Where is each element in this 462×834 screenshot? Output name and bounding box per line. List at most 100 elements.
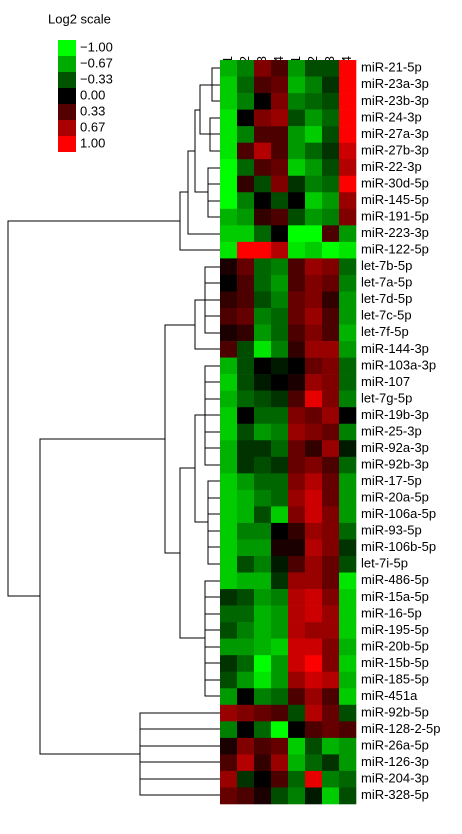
heatmap-cell xyxy=(271,671,289,689)
row-label: miR-20a-5p xyxy=(361,490,429,505)
heatmap-cell xyxy=(271,258,289,276)
row-label: miR-451a xyxy=(361,688,418,703)
heatmap-cell xyxy=(339,589,357,606)
row-label: miR-145-5p xyxy=(361,192,429,207)
row-label: let-7c-5p xyxy=(361,308,412,323)
heatmap-cell xyxy=(237,770,255,788)
row-label: let-7f-5p xyxy=(361,324,409,339)
heatmap-cell xyxy=(288,754,306,772)
heatmap-cell xyxy=(339,374,357,391)
heatmap-cell xyxy=(254,721,272,739)
heatmap-cell xyxy=(237,688,255,706)
heatmap-cell xyxy=(237,671,255,689)
heatmap-cell xyxy=(288,655,306,673)
heatmap-cell xyxy=(322,489,340,507)
heatmap-cell xyxy=(339,390,357,408)
heatmap-cell xyxy=(305,291,323,309)
heatmap-cell xyxy=(339,737,357,755)
heatmap-cell xyxy=(271,274,289,292)
heatmap-cell xyxy=(220,324,238,342)
heatmap-cell xyxy=(237,308,255,325)
heatmap-cell xyxy=(271,208,289,226)
heatmap-cell xyxy=(288,589,306,606)
row-label: miR-23b-3p xyxy=(361,93,429,108)
heatmap-cell xyxy=(237,407,255,425)
heatmap-cell xyxy=(254,655,272,673)
heatmap-cell xyxy=(322,506,340,524)
heatmap-cell xyxy=(305,341,323,358)
heatmap-cell xyxy=(339,572,357,590)
heatmap-cell xyxy=(339,787,357,805)
heatmap-cell xyxy=(305,274,323,292)
heatmap-cell xyxy=(288,208,306,226)
heatmap-cell xyxy=(322,423,340,441)
heatmap-cell xyxy=(237,357,255,375)
heatmap-cell xyxy=(339,76,357,94)
heatmap-cell xyxy=(254,787,272,805)
heatmap-cell xyxy=(288,341,306,358)
heatmap-cell xyxy=(237,605,255,623)
heatmap-cell xyxy=(271,506,289,524)
heatmap-cell xyxy=(237,589,255,606)
heatmap-cell xyxy=(271,175,289,193)
heatmap-cell xyxy=(305,754,323,772)
heatmap-cell xyxy=(322,737,340,755)
heatmap-cell xyxy=(271,126,289,143)
heatmap-cell xyxy=(220,671,238,689)
row-label: miR-106b-5p xyxy=(361,539,436,554)
heatmap-cell xyxy=(288,539,306,557)
heatmap-cell xyxy=(305,489,323,507)
heatmap-cell xyxy=(271,770,289,788)
legend-label: 0.67 xyxy=(80,119,105,134)
heatmap-cell xyxy=(339,159,357,177)
heatmap-cell xyxy=(237,126,255,143)
heatmap-cell xyxy=(288,704,306,722)
heatmap-cell xyxy=(271,572,289,590)
heatmap-cell xyxy=(339,225,357,243)
heatmap-cell xyxy=(254,572,272,590)
heatmap-cell xyxy=(237,721,255,739)
heatmap-cell xyxy=(305,622,323,639)
heatmap-cell xyxy=(339,671,357,689)
heatmap-cell xyxy=(271,556,289,573)
heatmap-cell xyxy=(305,390,323,408)
heatmap-cell xyxy=(271,109,289,127)
heatmap-cell xyxy=(271,589,289,606)
heatmap-cell xyxy=(288,324,306,342)
heatmap-cell xyxy=(339,622,357,639)
heatmap-cell xyxy=(271,539,289,557)
heatmap-cell xyxy=(339,291,357,309)
heatmap-cell xyxy=(305,208,323,226)
heatmap-cell xyxy=(339,109,357,127)
heatmap-cell xyxy=(220,754,238,772)
heatmap-cell xyxy=(288,787,306,805)
heatmap-cell xyxy=(271,241,289,259)
heatmap-cell xyxy=(220,126,238,143)
heatmap-cell xyxy=(254,109,272,127)
heatmap-cell xyxy=(271,93,289,110)
heatmap-cell xyxy=(288,142,306,160)
heatmap-cell xyxy=(271,721,289,739)
heatmap-cell xyxy=(254,770,272,788)
heatmap-cell xyxy=(254,456,272,474)
heatmap-cell xyxy=(254,390,272,408)
heatmap-cell xyxy=(220,473,238,491)
heatmap-cell xyxy=(237,274,255,292)
heatmap-cell xyxy=(305,142,323,160)
heatmap-cell xyxy=(288,357,306,375)
heatmap-cell xyxy=(237,109,255,127)
heatmap-cell xyxy=(271,704,289,722)
heatmap-cell xyxy=(271,324,289,342)
heatmap-cell xyxy=(254,407,272,425)
heatmap-cell xyxy=(305,407,323,425)
heatmap-cell xyxy=(305,473,323,491)
row-label: miR-30d-5p xyxy=(361,175,429,190)
heatmap-cell xyxy=(322,589,340,606)
heatmap-cell xyxy=(305,556,323,573)
heatmap-cell xyxy=(305,787,323,805)
row-label: miR-191-5p xyxy=(361,209,429,224)
heatmap-cell xyxy=(254,754,272,772)
heatmap-cell xyxy=(339,721,357,739)
heatmap-cell xyxy=(305,76,323,94)
heatmap-cell xyxy=(271,291,289,309)
